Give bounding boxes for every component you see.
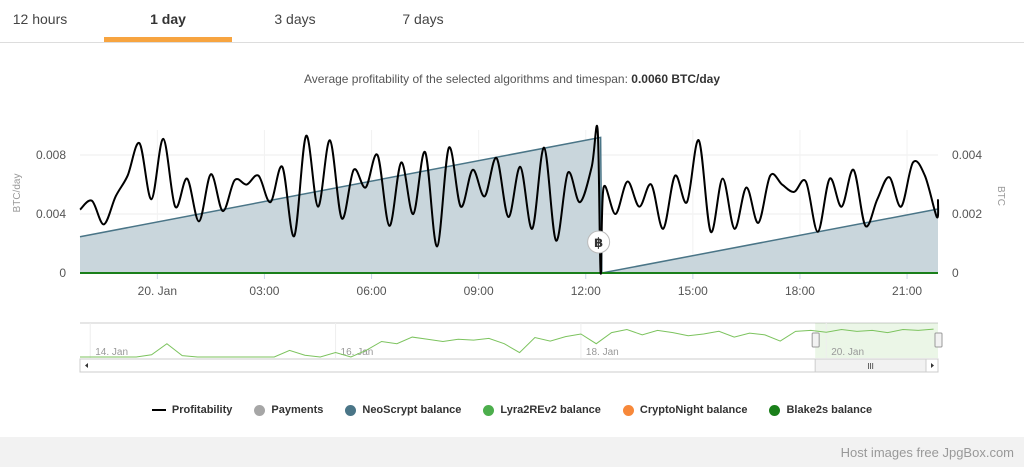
navigator-handle[interactable] xyxy=(811,332,820,348)
scrollbar-track[interactable] xyxy=(79,358,939,373)
navigator-tick-label: 18. Jan xyxy=(586,347,619,358)
x-tick-label: 20. Jan xyxy=(138,284,177,298)
legend-dot-icon xyxy=(254,404,266,416)
neoscrypt-balance-area xyxy=(80,137,938,273)
scroll-left-arrow-icon[interactable] xyxy=(85,363,88,368)
scrollbar-thumb[interactable] xyxy=(814,358,927,373)
x-tick-label: 03:00 xyxy=(249,284,279,298)
y-left-tick-label: 0.008 xyxy=(36,148,66,162)
average-profitability-value: 0.0060 BTC/day xyxy=(631,72,721,86)
navigator-tick-label: 20. Jan xyxy=(831,347,864,358)
y-left-tick-label: 0 xyxy=(59,266,66,280)
x-tick-label: 09:00 xyxy=(464,284,494,298)
x-tick-label: 18:00 xyxy=(785,284,815,298)
scroll-right-arrow-icon[interactable] xyxy=(931,363,934,368)
scrollbar-grip-icon: III xyxy=(867,362,874,371)
legend-label: CryptoNight balance xyxy=(639,404,748,416)
legend-item-neoscrypt[interactable]: NeoScrypt balance xyxy=(345,404,461,416)
legend-dot-icon xyxy=(345,404,357,416)
tab-3-days[interactable]: 3 days xyxy=(274,11,316,27)
legend-dot-icon xyxy=(769,404,781,416)
tab-1-day[interactable]: 1 day xyxy=(104,0,232,42)
footer: Host images free JpgBox.com xyxy=(0,437,1024,467)
legend-dot-icon xyxy=(483,404,495,416)
legend-item-blake2s[interactable]: Blake2s balance xyxy=(769,404,872,416)
profitability-line xyxy=(79,125,940,275)
navigator-tick-label: 14. Jan xyxy=(95,347,128,358)
y-left-tick-label: 0.004 xyxy=(36,207,66,221)
x-tick-label: 12:00 xyxy=(571,284,601,298)
neoscrypt-balance-line xyxy=(79,136,939,274)
timespan-tabs: 12 hours 1 day 3 days 7 days xyxy=(0,0,1024,43)
bitcoin-icon xyxy=(587,230,611,254)
legend-item-cryptonight[interactable]: CryptoNight balance xyxy=(622,404,748,416)
navigator-tick-label: 16. Jan xyxy=(341,347,374,358)
legend-item-payments[interactable]: Payments xyxy=(254,404,323,416)
tab-7-days[interactable]: 7 days xyxy=(402,11,444,27)
y-right-tick-label: 0.004 xyxy=(952,148,982,162)
x-tick-label: 21:00 xyxy=(892,284,922,298)
x-tick-label: 06:00 xyxy=(357,284,387,298)
legend-item-profitability[interactable]: Profitability xyxy=(151,404,233,416)
payment-marker-label: ฿ xyxy=(594,236,603,251)
subtitle-text: Average profitability of the selected al… xyxy=(303,72,628,86)
legend-label: NeoScrypt balance xyxy=(362,404,462,416)
y-right-tick-label: 0 xyxy=(952,266,959,280)
legend-label: Lyra2REv2 balance xyxy=(500,404,601,416)
legend-label: Payments xyxy=(271,404,324,416)
navigator-selection xyxy=(815,323,938,358)
legend-label: Blake2s balance xyxy=(786,404,873,416)
footer-text: Host images free JpgBox.com xyxy=(840,445,1014,460)
tab-12-hours[interactable]: 12 hours xyxy=(12,11,68,27)
y-right-tick-label: 0.002 xyxy=(952,207,982,221)
chart-subtitle: Average profitability of the selected al… xyxy=(0,72,1024,86)
legend-label: Profitability xyxy=(171,404,233,416)
y-right-axis-label: BTC xyxy=(995,186,1006,206)
navigator-handle[interactable] xyxy=(934,332,943,348)
navigator-series xyxy=(80,328,934,358)
chart-legend: Profitability Payments NeoScrypt balance… xyxy=(0,404,1024,416)
legend-dot-icon xyxy=(622,404,634,416)
y-left-axis-label: BTC/day xyxy=(12,174,23,213)
legend-line-icon xyxy=(151,409,166,411)
profitability-chart: 0 0.004 0.008 0 0.002 0.004 BTC/day BTC 20. Jan 0… xyxy=(12,125,1006,373)
payment-marker[interactable]: ฿ xyxy=(587,230,611,254)
x-tick-label: 15:00 xyxy=(678,284,708,298)
legend-item-lyra2rev2[interactable]: Lyra2REv2 balance xyxy=(483,404,601,416)
